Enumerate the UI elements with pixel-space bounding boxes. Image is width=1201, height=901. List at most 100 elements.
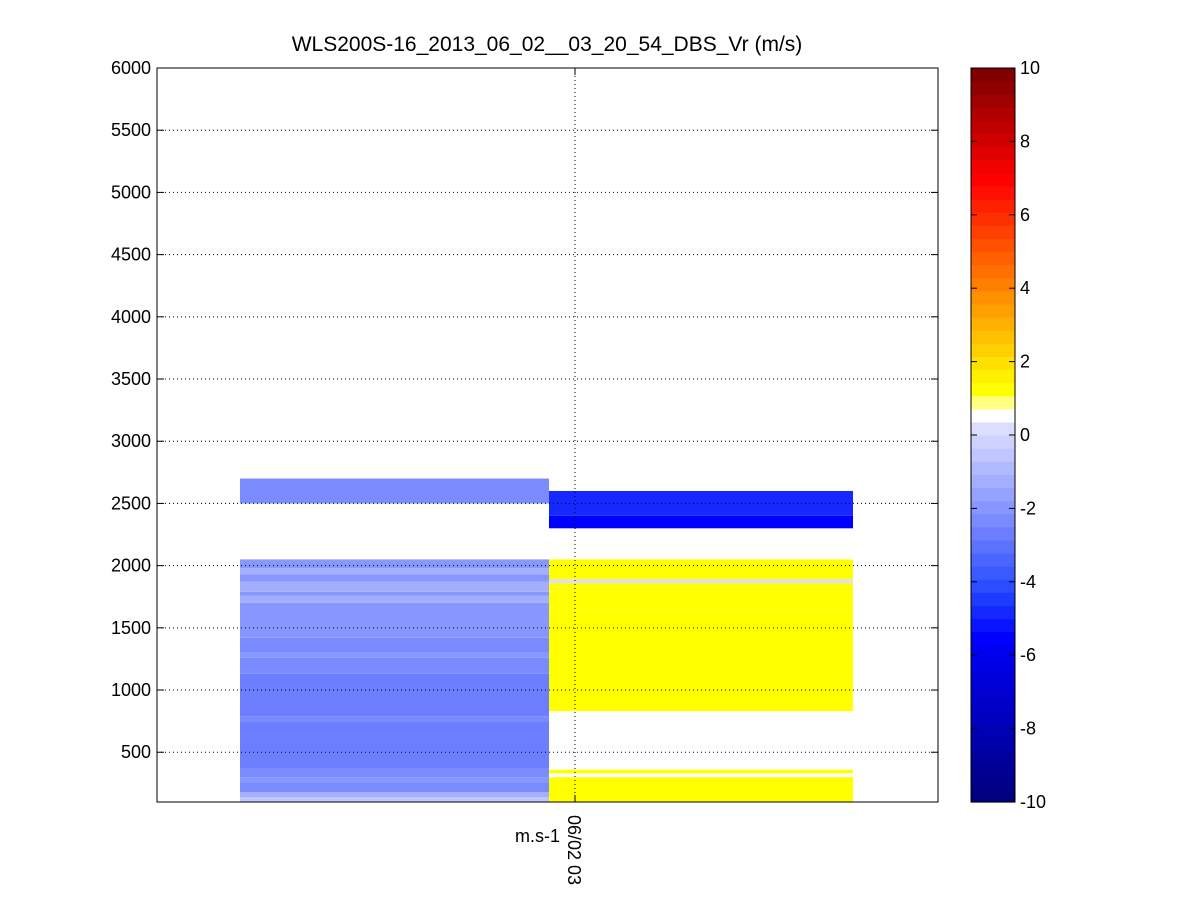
heatmap-cell <box>549 773 853 778</box>
colorbar-swatch <box>971 657 1015 672</box>
heatmap-cell <box>240 716 549 722</box>
heatmap-cell <box>240 637 549 653</box>
colorbar-swatch <box>971 212 1015 226</box>
y-axis: 500 1000 1500 2000 2500 3000 3500 4000 4500 5000 5… <box>111 58 938 762</box>
colorbar-swatch <box>971 762 1015 777</box>
colorbar-tick-label: -10 <box>1020 792 1046 812</box>
colorbar-swatch <box>971 500 1015 515</box>
colorbar-swatch <box>971 474 1015 489</box>
colorbar-swatch <box>971 487 1015 502</box>
heatmap-cell <box>240 777 549 783</box>
colorbar-swatch <box>971 513 1015 528</box>
colorbar-tick-label: 4 <box>1020 278 1030 298</box>
colorbar-swatch <box>971 94 1015 108</box>
colorbar-swatch <box>971 461 1015 475</box>
heatmap-cell <box>240 602 549 638</box>
colorbar-swatch <box>971 172 1015 187</box>
heatmap-cells <box>240 478 853 802</box>
colorbar-swatch <box>971 605 1015 620</box>
colorbar-swatch <box>971 369 1015 384</box>
x-unit-label: m.s-1 <box>515 826 560 846</box>
colorbar-tick-label: 6 <box>1020 205 1030 225</box>
colorbar-tick-label: 8 <box>1020 131 1030 151</box>
heatmap-cell <box>549 595 853 601</box>
heatmap-cell <box>240 792 549 798</box>
y-tick-label: 4500 <box>111 245 151 265</box>
heatmap-cell <box>240 574 549 582</box>
colorbar-swatch <box>971 435 1015 449</box>
heatmap-cell <box>549 586 853 592</box>
heatmap-cell <box>240 721 549 769</box>
colorbar: -10 -8 -6 -4 -2 0 2 4 6 8 10 <box>970 58 1046 812</box>
y-tick-label: 4000 <box>111 307 151 327</box>
heatmap-cell <box>240 657 549 674</box>
colorbar-swatch <box>971 382 1015 397</box>
colorbar-swatch <box>971 317 1015 331</box>
colorbar-tick-label: -2 <box>1020 498 1036 518</box>
y-tick-label: 2500 <box>111 493 151 513</box>
colorbar-tick-label: 0 <box>1020 425 1030 445</box>
colorbar-swatch <box>971 566 1015 580</box>
heatmap-cell <box>549 600 853 606</box>
heatmap-cell <box>240 559 549 569</box>
y-tick-label: 2000 <box>111 556 151 576</box>
colorbar-swatch <box>971 644 1015 659</box>
colorbar-swatch <box>971 395 1015 410</box>
colorbar-swatch <box>971 448 1015 462</box>
colorbar-swatch <box>971 618 1015 633</box>
plot-frame <box>156 67 939 803</box>
colorbar-tick-label: -6 <box>1020 645 1036 665</box>
colorbar-swatch <box>971 356 1015 371</box>
heatmap-cell <box>240 478 549 504</box>
colorbar-swatch <box>971 238 1015 253</box>
colorbar-swatch <box>971 736 1015 751</box>
heatmap-cell <box>549 515 853 529</box>
colorbar-tick-label: -8 <box>1020 719 1036 739</box>
colorbar-swatch <box>971 120 1015 135</box>
colorbar-swatch <box>971 710 1015 724</box>
colorbar-swatch <box>971 225 1015 239</box>
colorbar-swatch <box>971 592 1015 606</box>
heatmap-cell <box>549 559 853 580</box>
colorbar-swatch <box>971 552 1015 567</box>
colorbar-swatch <box>971 526 1015 541</box>
colorbar-swatch <box>971 199 1015 213</box>
colorbar-swatch <box>971 788 1015 803</box>
colorbar-swatch <box>971 684 1015 698</box>
colorbar-swatch <box>971 631 1015 646</box>
y-tick-label: 6000 <box>111 58 151 78</box>
colorbar-swatch <box>971 775 1015 790</box>
colorbar-swatch <box>971 697 1015 711</box>
colorbar-swatch <box>971 185 1015 200</box>
heatmap-cell <box>240 591 549 596</box>
heatmap-cell <box>549 611 853 712</box>
heatmap-cell <box>240 797 549 802</box>
y-tick-label: 5500 <box>111 120 151 140</box>
heatmap-cell <box>549 711 853 770</box>
y-tick-label: 3500 <box>111 369 151 389</box>
colorbar-swatch <box>971 68 1015 82</box>
heatmap-cell <box>240 673 549 717</box>
colorbar-swatch <box>971 343 1015 357</box>
y-tick-label: 500 <box>121 742 151 762</box>
colorbar-swatch <box>971 264 1015 279</box>
colorbar-swatch <box>971 133 1015 148</box>
heatmap-cell <box>549 591 853 596</box>
y-tick-label: 3000 <box>111 431 151 451</box>
chart-title: WLS200S-16_2013_06_02__03_20_54_DBS_Vr (… <box>292 33 803 56</box>
heatmap-cell <box>549 769 853 774</box>
x-tick-label: 06/02 03 <box>564 815 584 885</box>
colorbar-swatch <box>971 330 1015 344</box>
colorbar-tick-label: 2 <box>1020 352 1030 372</box>
colorbar-swatch <box>971 303 1015 318</box>
colorbar-swatch <box>971 723 1015 738</box>
colorbar-swatch <box>971 539 1015 554</box>
y-tick-label: 5000 <box>111 182 151 202</box>
heatmap-cell <box>240 768 549 778</box>
colorbar-swatch <box>971 749 1015 764</box>
heatmap-cell <box>240 652 549 658</box>
x-axis: 06/02 03 m.s-1 <box>515 68 584 885</box>
colorbar-swatch <box>971 107 1015 122</box>
colorbar-swatch <box>971 579 1015 593</box>
